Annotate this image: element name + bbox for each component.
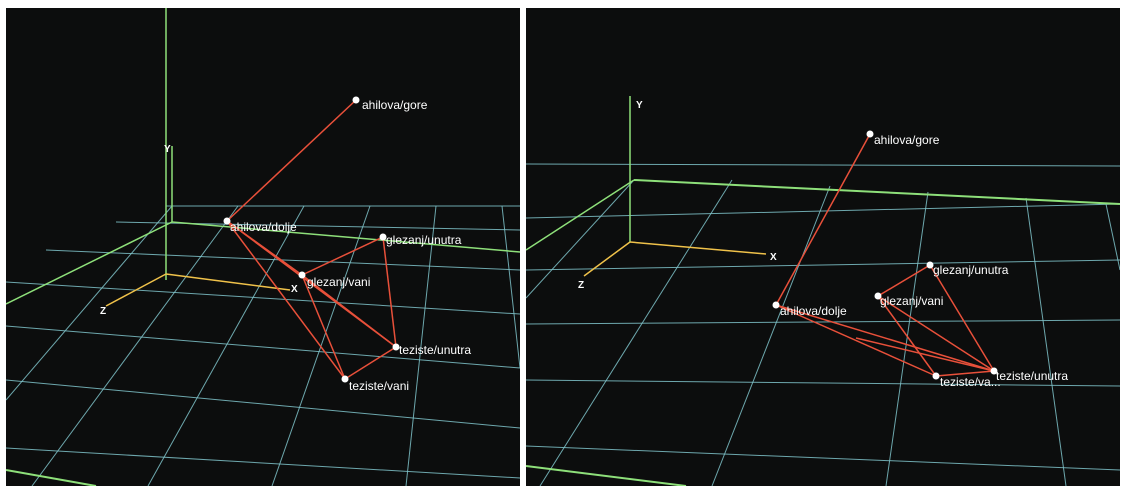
point-label: ahilova/gore xyxy=(362,98,428,112)
segment xyxy=(877,264,931,297)
point-ahilova-gore[interactable]: ahilova/gore xyxy=(352,96,428,113)
point-label: glezanj/vani xyxy=(307,275,370,289)
y-axis-label: Y xyxy=(164,144,171,155)
segment xyxy=(301,274,397,348)
segment xyxy=(877,295,995,372)
point-marker[interactable] xyxy=(379,233,387,241)
floor-edge-left xyxy=(6,221,173,305)
floor-edge-back xyxy=(633,179,1120,205)
point-label: teziste/unutra xyxy=(996,369,1068,383)
z-axis-label: Z xyxy=(100,306,106,317)
point-marker[interactable] xyxy=(990,367,998,375)
point-marker[interactable] xyxy=(926,261,934,269)
y-axis-label: Y xyxy=(636,100,643,111)
point-teziste-unutra[interactable]: teziste/unutra xyxy=(990,367,1069,384)
point-label: ahilova/dolje xyxy=(230,220,297,234)
point-marker[interactable] xyxy=(352,96,360,104)
x-axis-label: X xyxy=(291,284,298,295)
segment xyxy=(382,236,397,348)
point-glezanj-unutra[interactable]: glezanj/unutra xyxy=(926,261,1009,278)
point-glezanj-unutra[interactable]: glezanj/unutra xyxy=(379,233,462,247)
segment xyxy=(226,99,357,222)
segment xyxy=(775,304,995,372)
point-teziste-vani[interactable]: teziste/vani xyxy=(341,375,410,394)
z-axis-line xyxy=(105,273,167,307)
floor-grid xyxy=(6,205,520,486)
scene-left[interactable]: Y X Z ahilova/gore ahilova/dolje xyxy=(6,8,520,486)
floor-edge-front xyxy=(526,465,687,486)
viewport-right[interactable]: Y X Z ahilova/gore ahilova/dolje xyxy=(526,8,1120,486)
point-label: teziste/unutra xyxy=(399,343,471,357)
viewport-left[interactable]: Y X Z ahilova/gore ahilova/dolje xyxy=(6,8,520,486)
point-marker[interactable] xyxy=(866,130,874,138)
point-label: ahilova/gore xyxy=(874,133,940,147)
point-label: teziste/vani xyxy=(349,379,409,393)
point-glezanj-vani[interactable]: glezanj/vani xyxy=(874,292,944,309)
point-marker[interactable] xyxy=(392,343,400,351)
point-label: teziste/va... xyxy=(940,375,1001,389)
segment xyxy=(775,133,871,306)
floor-edge-left xyxy=(526,179,635,251)
point-label: ahilova/dolje xyxy=(780,304,847,318)
point-label: glezanj/unutra xyxy=(933,263,1009,277)
z-axis-label: Z xyxy=(578,280,584,291)
point-marker[interactable] xyxy=(772,301,780,309)
point-ahilova-gore[interactable]: ahilova/gore xyxy=(866,130,940,148)
point-ahilova-dolje[interactable]: ahilova/dolje xyxy=(223,217,298,235)
point-marker[interactable] xyxy=(223,217,231,225)
point-ahilova-dolje[interactable]: ahilova/dolje xyxy=(772,301,848,319)
segment xyxy=(929,264,995,372)
segments xyxy=(775,133,995,377)
segment xyxy=(935,370,995,377)
point-teziste-unutra[interactable]: teziste/unutra xyxy=(392,343,472,357)
point-glezanj-vani[interactable]: glezanj/vani xyxy=(298,271,371,290)
point-marker[interactable] xyxy=(341,375,349,383)
point-label: glezanj/vani xyxy=(880,294,943,308)
point-marker[interactable] xyxy=(932,372,940,380)
point-marker[interactable] xyxy=(298,271,306,279)
floor-grid xyxy=(526,163,1120,486)
floor-edge-back xyxy=(171,221,520,253)
segment xyxy=(877,295,937,377)
z-axis-line xyxy=(583,241,631,277)
x-axis-line xyxy=(165,273,291,291)
point-label: glezanj/unutra xyxy=(386,233,462,247)
floor-edge-front xyxy=(6,469,97,486)
segment xyxy=(855,337,995,372)
segments xyxy=(226,99,397,380)
segment xyxy=(775,304,937,377)
point-marker[interactable] xyxy=(874,292,882,300)
segment xyxy=(226,220,346,380)
scene-right[interactable]: Y X Z ahilova/gore ahilova/dolje xyxy=(526,8,1120,486)
point-teziste-vani[interactable]: teziste/va... xyxy=(932,372,1001,390)
x-axis-label: X xyxy=(770,252,777,263)
segment xyxy=(344,346,397,380)
segment xyxy=(301,274,346,380)
x-axis-line xyxy=(629,241,767,255)
segment xyxy=(301,236,384,276)
